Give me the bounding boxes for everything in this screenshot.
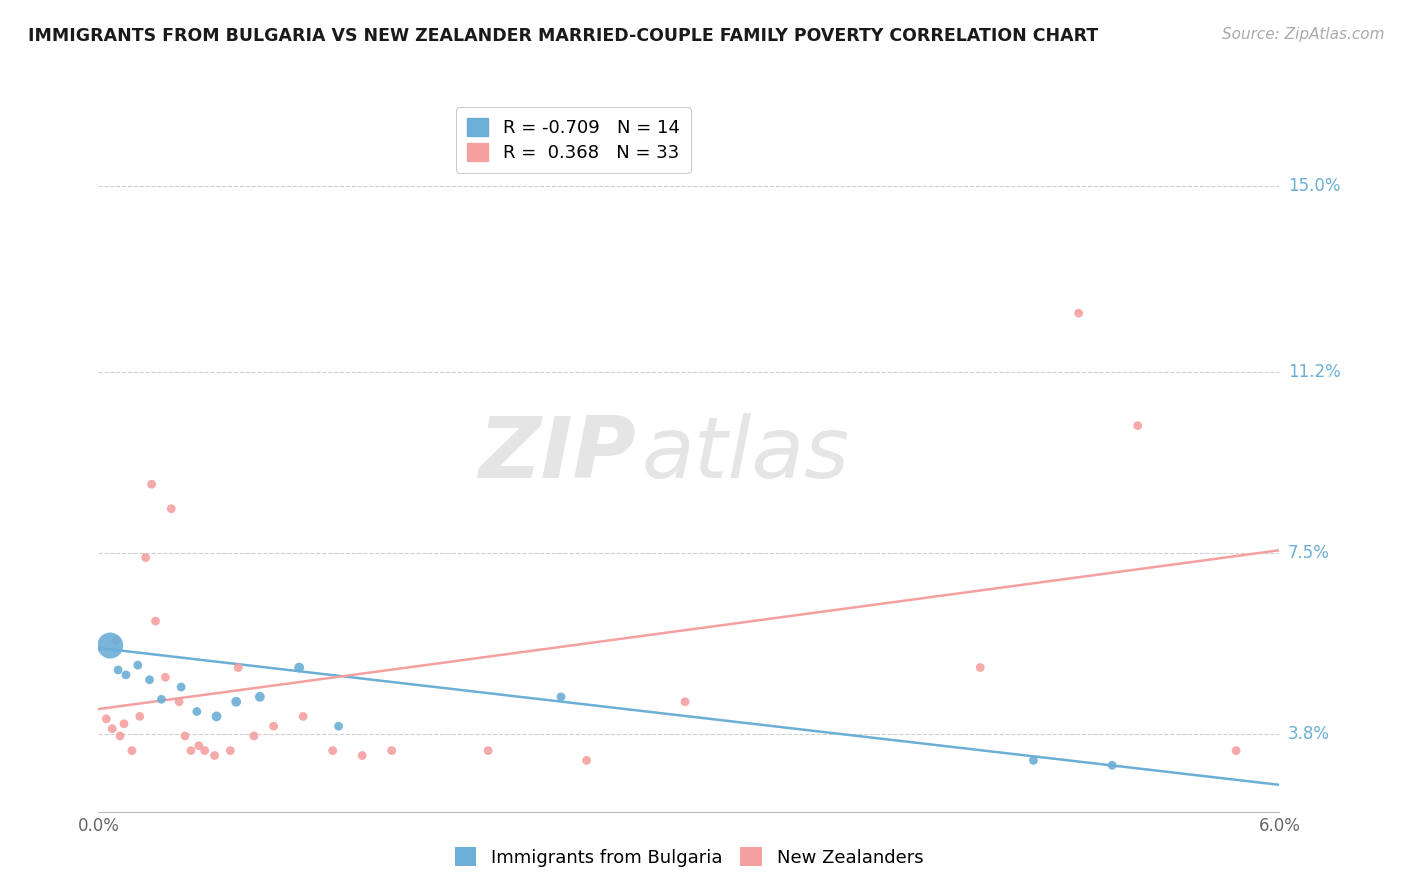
Point	[1067, 306, 1090, 320]
Point	[1101, 758, 1123, 772]
Text: Source: ZipAtlas.com: Source: ZipAtlas.com	[1222, 27, 1385, 42]
Point	[205, 709, 228, 723]
Text: IMMIGRANTS FROM BULGARIA VS NEW ZEALANDER MARRIED-COUPLE FAMILY POVERTY CORRELAT: IMMIGRANTS FROM BULGARIA VS NEW ZEALANDE…	[28, 27, 1098, 45]
Point	[263, 719, 285, 733]
Point	[292, 709, 315, 723]
Text: 3.8%: 3.8%	[1288, 724, 1330, 742]
Text: ZIP: ZIP	[478, 413, 636, 497]
Point	[174, 729, 197, 743]
Point	[127, 658, 149, 673]
Point	[204, 748, 226, 763]
Point	[105, 633, 128, 648]
Point	[180, 744, 202, 758]
Text: atlas: atlas	[641, 413, 849, 497]
Point	[225, 695, 247, 709]
Point	[243, 729, 266, 743]
Point	[288, 660, 311, 674]
Point	[150, 692, 173, 706]
Point	[352, 748, 374, 763]
Text: 11.2%: 11.2%	[1288, 363, 1340, 381]
Point	[249, 690, 271, 704]
Point	[98, 639, 121, 653]
Point	[477, 744, 499, 758]
Point	[550, 690, 572, 704]
Point	[1022, 753, 1045, 767]
Point	[167, 695, 190, 709]
Point	[226, 660, 249, 674]
Point	[138, 673, 160, 687]
Point	[381, 744, 404, 758]
Point	[115, 668, 138, 682]
Point	[187, 739, 209, 753]
Point	[1126, 418, 1149, 433]
Point	[969, 660, 991, 674]
Point	[160, 501, 183, 516]
Point	[673, 695, 696, 709]
Point	[322, 744, 344, 758]
Point	[141, 477, 163, 491]
Point	[219, 744, 242, 758]
Point	[135, 550, 157, 565]
Point	[155, 670, 177, 684]
Point	[170, 680, 193, 694]
Text: 15.0%: 15.0%	[1288, 178, 1340, 195]
Point	[575, 753, 598, 767]
Point	[101, 722, 124, 736]
Point	[121, 744, 143, 758]
Point	[1225, 744, 1247, 758]
Point	[186, 705, 208, 719]
Point	[194, 744, 217, 758]
Point	[107, 663, 129, 677]
Point	[328, 719, 350, 733]
Point	[112, 716, 135, 731]
Point	[96, 712, 118, 726]
Legend: Immigrants from Bulgaria, New Zealanders: Immigrants from Bulgaria, New Zealanders	[447, 840, 931, 874]
Point	[128, 709, 150, 723]
Point	[108, 729, 131, 743]
Text: 7.5%: 7.5%	[1288, 543, 1330, 562]
Point	[145, 614, 167, 628]
